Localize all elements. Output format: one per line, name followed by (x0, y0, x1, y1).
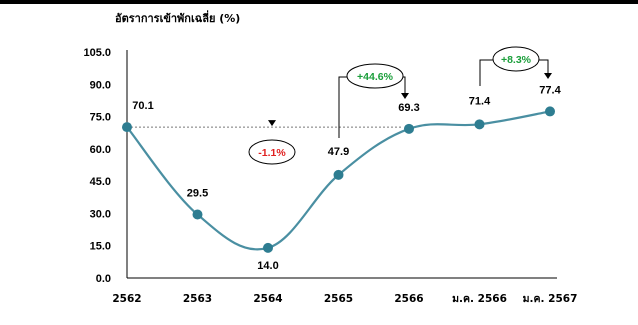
data-label: 47.9 (328, 146, 349, 158)
data-point (263, 242, 273, 253)
data-label: 69.3 (398, 102, 419, 114)
annotation-label: -1.1% (258, 147, 286, 159)
y-tick-label: 105.0 (83, 47, 111, 59)
annotation-label: +44.6% (357, 71, 394, 83)
data-point (404, 123, 414, 134)
data-point (474, 119, 485, 130)
data-label: 14.0 (257, 260, 278, 272)
y-axis-label: อัตราการเข้าพักเฉลี่ย (%) (115, 10, 240, 25)
data-label: 77.4 (539, 84, 561, 96)
annotation-bubble (492, 46, 540, 72)
y-tick-label: 75.0 (90, 112, 111, 124)
data-label: 29.5 (187, 188, 208, 200)
data-labels-group: 70.1 29.5 14.0 47.9 69.3 71.4 77.4 (132, 84, 561, 271)
data-point (192, 209, 203, 220)
data-label: 70.1 (132, 100, 153, 112)
x-tick-labels: 2562 2563 2564 2565 2566 ม.ค. 2566 ม.ค. 2567 (112, 293, 577, 305)
data-point (545, 106, 555, 117)
annotation-arrow (401, 93, 409, 99)
annotations-group: -1.1% +44.6% +8.3% (248, 46, 552, 165)
y-tick-label: 60.0 (90, 144, 111, 156)
annotation-label: +8.3% (501, 54, 532, 66)
data-label: 71.4 (469, 95, 491, 107)
annotation-arrow (544, 73, 552, 79)
annotation-arrow (268, 120, 276, 127)
annotation-bubble (346, 63, 404, 89)
x-tick-label: 2565 (324, 293, 353, 305)
y-tick-labels: 0.0 15.0 30.0 45.0 60.0 75.0 90.0 105.0 (83, 47, 111, 285)
data-point (333, 169, 344, 180)
y-tick-label: 45.0 (90, 176, 111, 188)
y-tick-label: 15.0 (90, 241, 111, 253)
top-border (0, 0, 638, 4)
y-tick-label: 0.0 (96, 273, 111, 285)
y-tick-label: 30.0 (90, 208, 111, 220)
x-tick-label: 2563 (183, 293, 212, 305)
x-tick-label: ม.ค. 2566 (452, 293, 507, 305)
annotation-bubble (248, 139, 296, 165)
data-point (122, 122, 132, 133)
x-tick-label: 2564 (253, 293, 282, 305)
markers-group (122, 106, 555, 253)
axes (126, 50, 557, 279)
y-tick-label: 90.0 (90, 79, 111, 91)
x-tick-label: 2566 (394, 293, 423, 305)
x-tick-label: 2562 (112, 293, 141, 305)
x-tick-label: ม.ค. 2567 (523, 293, 578, 305)
